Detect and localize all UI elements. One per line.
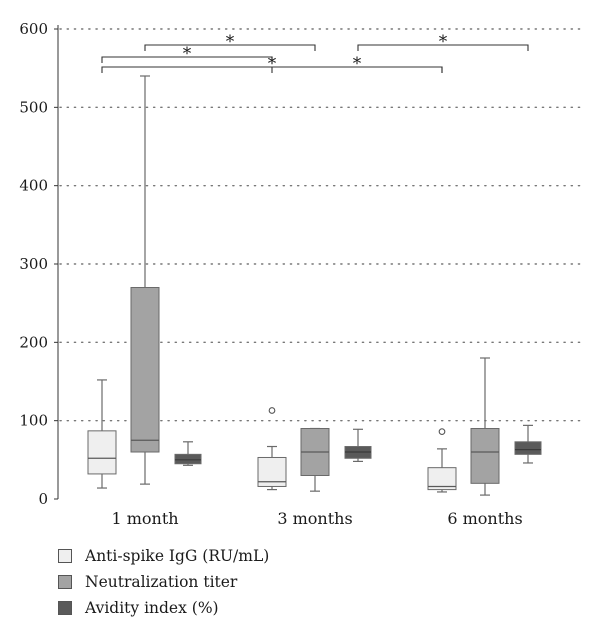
x-axis: 1 month 3 months 6 months bbox=[111, 509, 522, 528]
box-iqr bbox=[427, 467, 457, 491]
significance-bracket: * bbox=[357, 32, 529, 52]
bracket-line bbox=[357, 44, 529, 51]
y-tick-label: 500 bbox=[19, 98, 48, 116]
legend-item-igg: Anti-spike IgG (RU/mL) bbox=[58, 543, 269, 569]
legend-swatch-igg bbox=[58, 549, 72, 563]
legend: Anti-spike IgG (RU/mL) Neutralization ti… bbox=[58, 543, 269, 621]
box-series bbox=[87, 75, 542, 496]
significance-star: * bbox=[268, 54, 277, 74]
y-tick-label: 100 bbox=[19, 412, 48, 430]
significance-star: * bbox=[439, 32, 448, 52]
box-iqr bbox=[470, 428, 500, 484]
legend-label-neutralization: Neutralization titer bbox=[85, 573, 238, 591]
bracket-line bbox=[271, 66, 443, 73]
y-tick-label: 0 bbox=[38, 490, 48, 508]
y-tick-label: 300 bbox=[19, 255, 48, 273]
box-iqr bbox=[130, 287, 160, 453]
significance-star: * bbox=[353, 54, 362, 74]
box-plot-chart: 0 100 200 300 400 500 600 * * * * * 1 month 3 month… bbox=[19, 20, 586, 528]
box-2-2 bbox=[514, 424, 542, 464]
outlier-point bbox=[268, 407, 276, 414]
bracket-line bbox=[101, 56, 273, 63]
legend-label-igg: Anti-spike IgG (RU/mL) bbox=[85, 547, 270, 565]
y-tick-label: 200 bbox=[19, 333, 48, 351]
significance-brackets: * * * * * bbox=[101, 32, 529, 74]
x-category-label: 3 months bbox=[277, 509, 352, 528]
y-axis: 0 100 200 300 400 500 600 bbox=[19, 20, 59, 508]
legend-label-avidity: Avidity index (%) bbox=[85, 599, 219, 617]
legend-swatch-avidity bbox=[58, 601, 72, 615]
y-tick-label: 600 bbox=[19, 20, 48, 38]
x-category-label: 1 month bbox=[111, 509, 178, 528]
outlier-point bbox=[438, 428, 446, 435]
y-tick-label: 400 bbox=[19, 177, 48, 195]
box-iqr bbox=[514, 441, 542, 455]
box-1-0 bbox=[130, 75, 160, 485]
box-iqr bbox=[87, 430, 117, 475]
legend-item-neutralization: Neutralization titer bbox=[58, 569, 269, 595]
box-2-1 bbox=[344, 428, 372, 462]
bracket-line bbox=[144, 44, 316, 51]
significance-star: * bbox=[183, 44, 192, 64]
significance-bracket: * bbox=[101, 44, 273, 64]
box-1-1 bbox=[300, 427, 330, 492]
legend-item-avidity: Avidity index (%) bbox=[58, 595, 269, 621]
box-iqr bbox=[174, 453, 202, 465]
box-1-2 bbox=[470, 357, 500, 496]
significance-star: * bbox=[226, 32, 235, 52]
x-category-label: 6 months bbox=[447, 509, 522, 528]
significance-bracket: * bbox=[144, 32, 316, 52]
box-0-0 bbox=[87, 379, 117, 489]
significance-bracket: * bbox=[271, 54, 443, 74]
legend-swatch-neutralization bbox=[58, 575, 72, 589]
box-0-2 bbox=[427, 428, 457, 493]
box-0-1 bbox=[257, 407, 287, 491]
box-2-0 bbox=[174, 441, 202, 466]
